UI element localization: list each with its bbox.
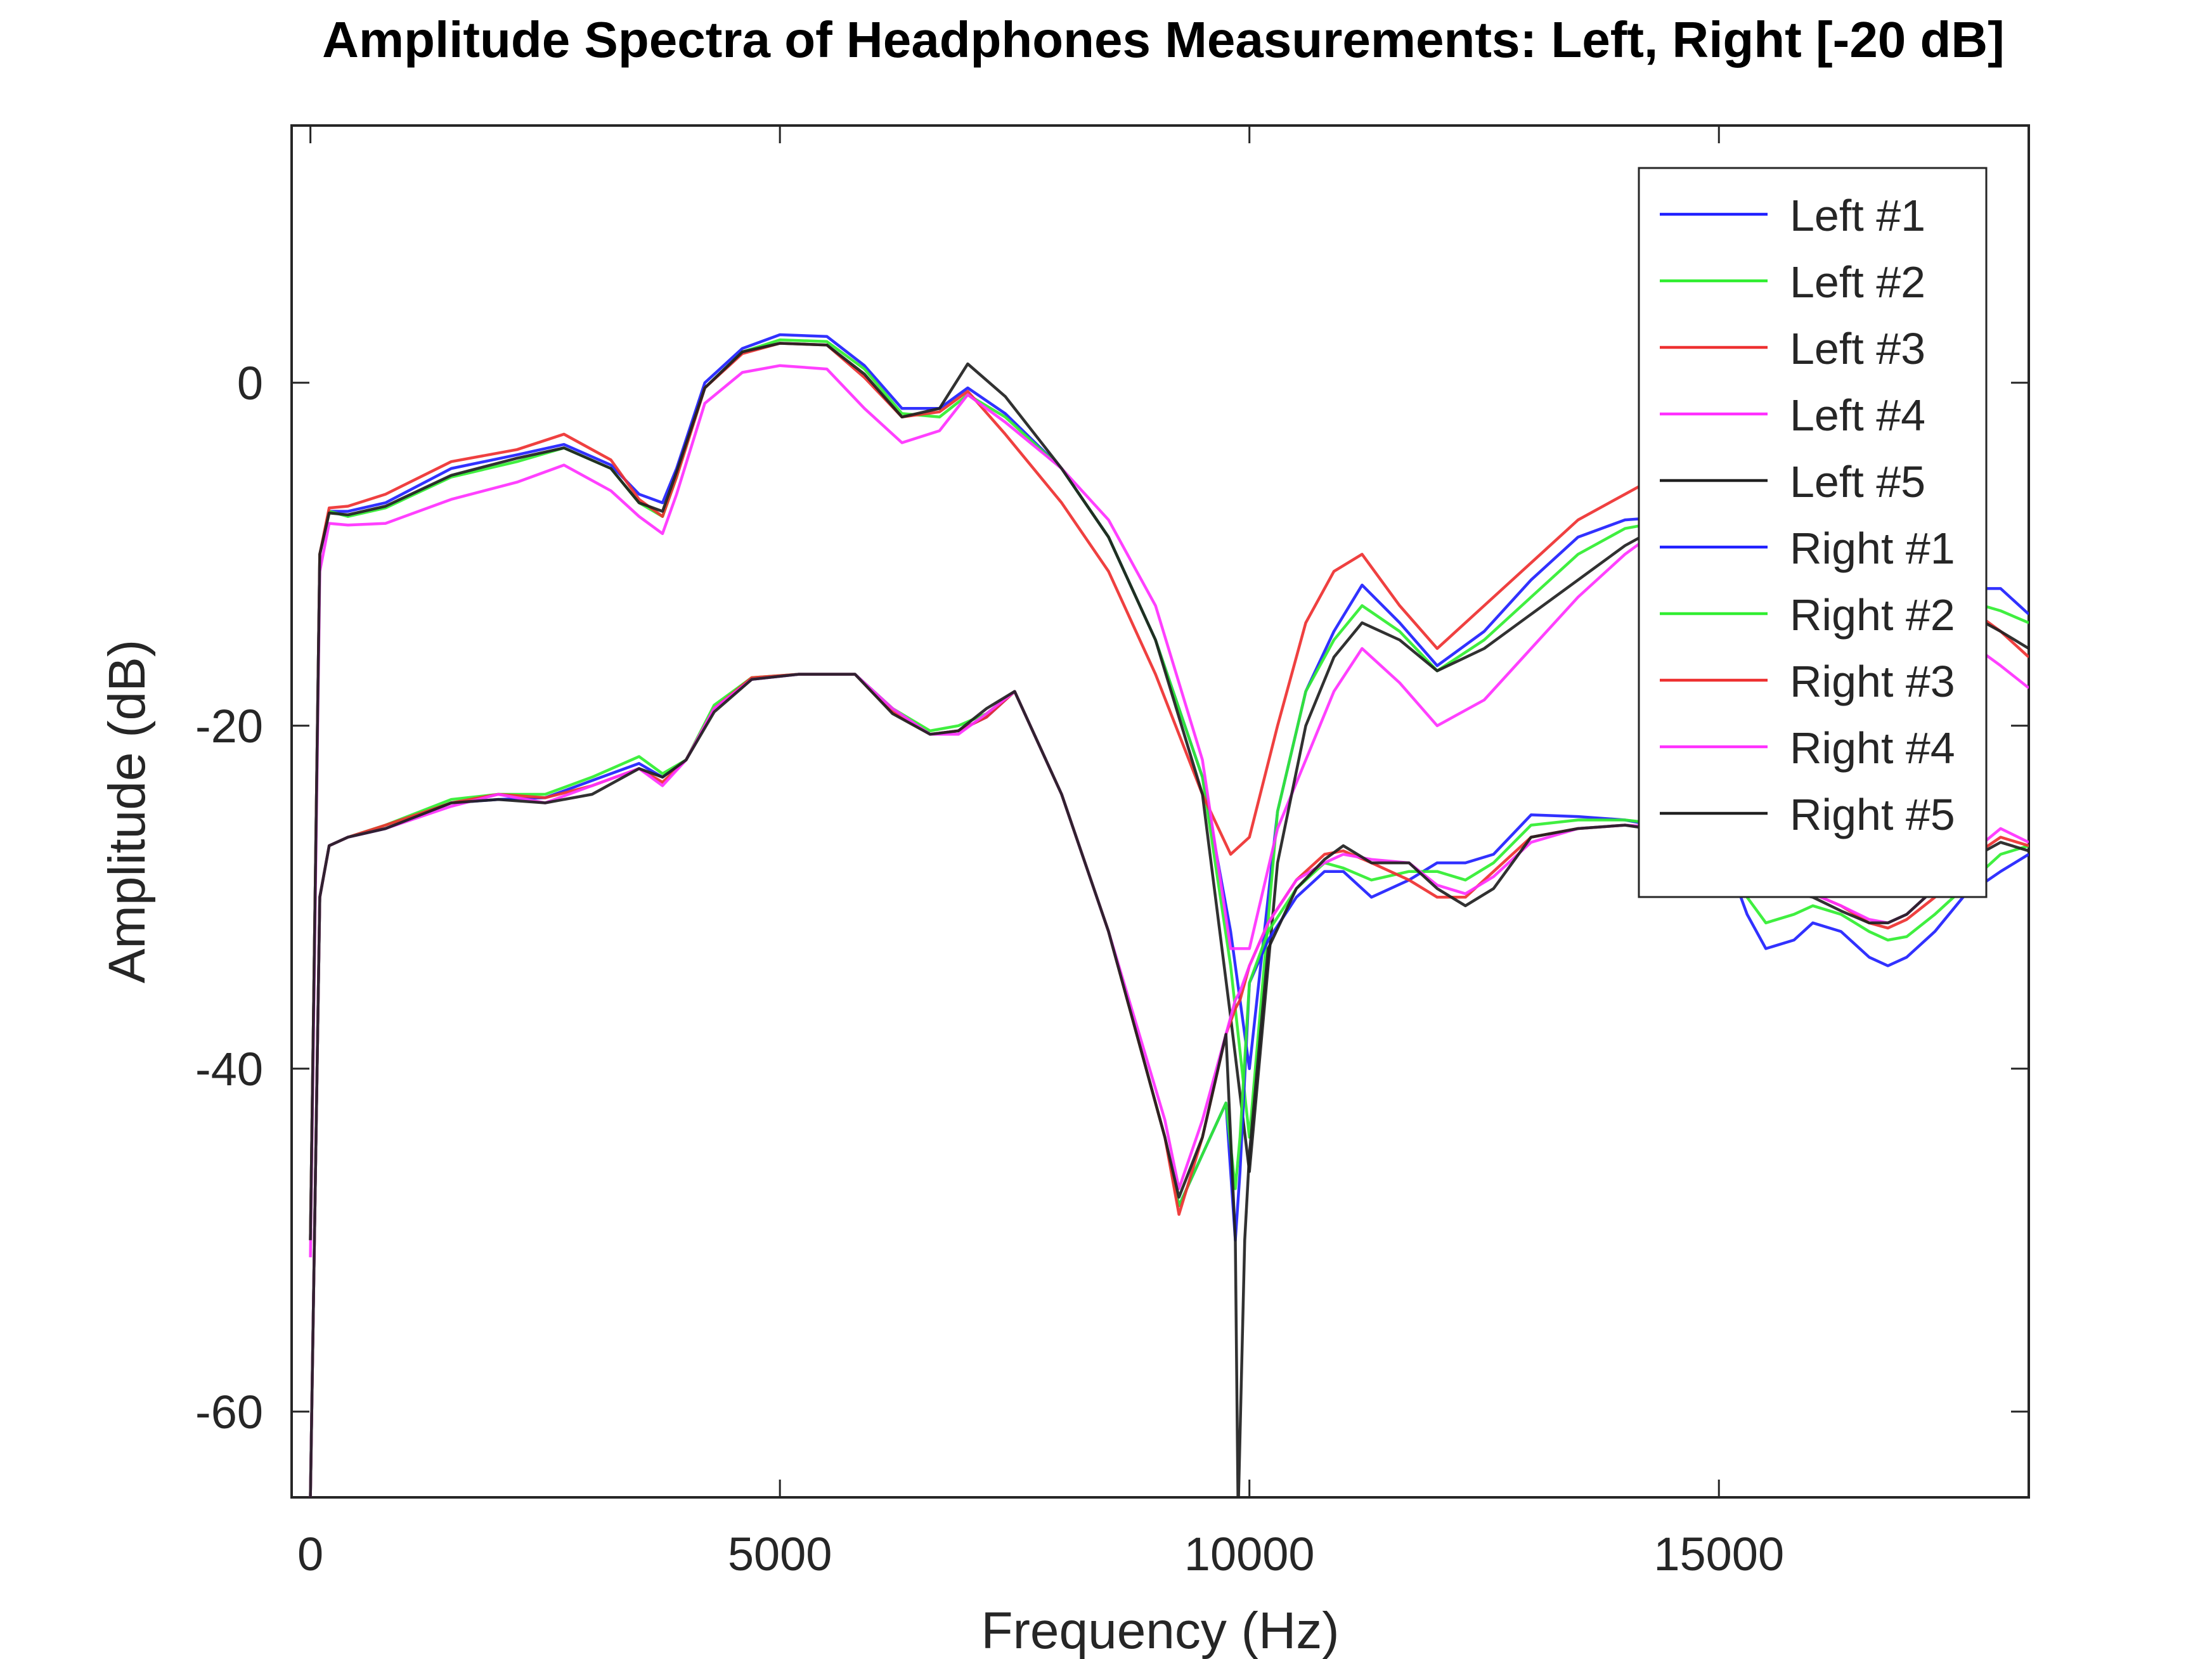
- x-tick-label: 5000: [728, 1528, 832, 1580]
- y-tick-label: 0: [237, 357, 263, 410]
- legend-label: Right #1: [1790, 524, 1955, 573]
- legend-label: Right #4: [1790, 723, 1955, 773]
- y-tick-label: -40: [195, 1043, 263, 1095]
- legend-entries: Left #1 Left #2 Left #3 Left #4 Left #5 Right…: [1660, 191, 1955, 839]
- y-tick-labels: -60 -40 -20 0: [195, 357, 263, 1438]
- legend-label: Right #5: [1790, 790, 1955, 839]
- legend: Left #1 Left #2 Left #3 Left #4 Left #5 Right…: [1638, 167, 1988, 898]
- legend-label: Left #1: [1790, 191, 1925, 240]
- y-tick-label: -60: [195, 1386, 263, 1438]
- x-tick-label: 0: [297, 1528, 323, 1580]
- legend-label: Left #2: [1790, 257, 1925, 307]
- axis-ticks: [292, 126, 2029, 1497]
- legend-label: Left #4: [1790, 391, 1925, 440]
- chart-title: Amplitude Spectra of Headphones Measurem…: [322, 11, 2005, 68]
- legend-label: Right #3: [1790, 657, 1955, 706]
- x-tick-label: 10000: [1184, 1528, 1315, 1580]
- y-tick-label: -20: [195, 700, 263, 752]
- y-axis-label: Amplitude (dB): [98, 640, 156, 983]
- legend-label: Right #2: [1790, 590, 1955, 640]
- legend-label: Left #5: [1790, 457, 1925, 507]
- x-tick-label: 15000: [1653, 1528, 1784, 1580]
- series-line-7: [309, 673, 2029, 1497]
- legend-box: [1638, 167, 1988, 898]
- x-axis-label: Frequency (Hz): [981, 1602, 1339, 1659]
- x-tick-labels: 0 5000 10000 15000: [297, 1528, 1784, 1580]
- legend-label: Left #3: [1790, 324, 1925, 373]
